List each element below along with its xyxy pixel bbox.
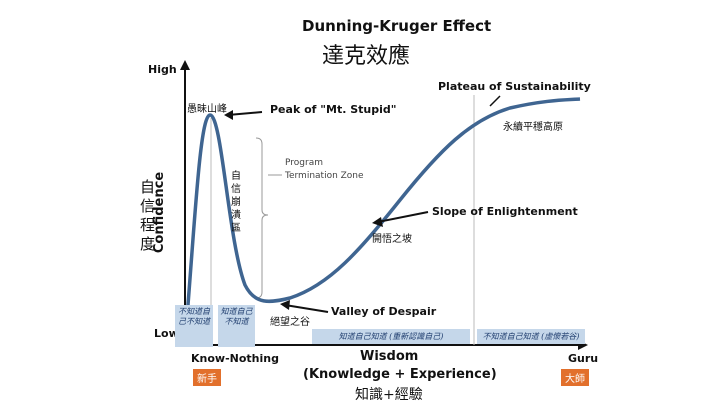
termination-label-1: Program (285, 158, 323, 168)
x-sublabel: (Knowledge + Experience) (303, 367, 497, 382)
novice-badge: 新手 (193, 369, 221, 386)
peak-label-zh: 愚昧山峰 (187, 104, 227, 115)
master-badge: 大師 (561, 369, 589, 386)
y-label-zh: 自信程度 (140, 178, 156, 253)
y-high-label: High (148, 63, 177, 76)
dunning-kruger-curve (184, 97, 581, 331)
stage-box-1: 不知道自己不知道 (175, 305, 213, 347)
x-label: Wisdom (360, 349, 419, 364)
title: Dunning-Kruger Effect (302, 17, 492, 35)
x-right-label: Guru (568, 352, 599, 365)
valley-label: Valley of Despair (331, 305, 437, 318)
peak-arrowhead (224, 110, 233, 120)
termination-bracket (255, 137, 269, 299)
plateau-label-zh: 永續平穩高原 (503, 122, 563, 133)
plateau-label: Plateau of Sustainability (438, 80, 591, 93)
plateau-arrow (489, 95, 501, 107)
valley-arrow (284, 304, 329, 313)
y-label: Confidence (152, 171, 168, 254)
collapse-label-zh: 自信崩潰區 (231, 171, 241, 234)
y-low-label: Low (154, 327, 179, 340)
x-left-label: Know-Nothing (191, 352, 279, 365)
slope-label: Slope of Enlightenment (432, 205, 578, 218)
slope-arrowhead (372, 217, 383, 227)
title-zh: 達克效應 (322, 44, 411, 69)
stage-box-4: 不知道自己知道 (虛懷若谷) (477, 329, 585, 344)
stage-box-3: 知道自己知道 (重新認識自己) (312, 329, 470, 344)
valley-label-zh: 絕望之谷 (270, 317, 310, 328)
y-axis-arrow (180, 60, 190, 70)
peak-arrow (227, 111, 263, 116)
stage-box-2: 知道自己不知道 (218, 305, 255, 347)
valley-arrowhead (280, 300, 290, 310)
slope-label-zh: 開悟之坡 (372, 234, 412, 245)
x-label-zh: 知識+經驗 (355, 387, 423, 403)
peak-label: Peak of "Mt. Stupid" (270, 103, 397, 116)
termination-label-2: Termination Zone (285, 171, 364, 181)
slope-arrow (377, 211, 429, 223)
